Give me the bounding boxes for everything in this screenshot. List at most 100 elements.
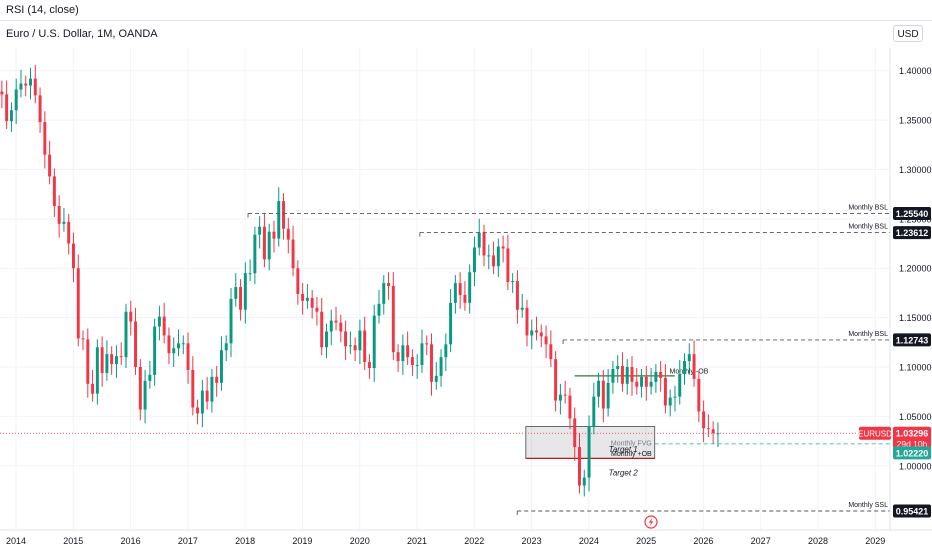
- liquidity-level-label: Monthly BSL: [848, 224, 888, 231]
- candle: [329, 309, 333, 346]
- y-tick-label: 1.05000: [899, 412, 932, 422]
- candle: [205, 376, 209, 410]
- candle-body: [181, 343, 185, 345]
- candle-body: [611, 368, 615, 383]
- candle-body: [5, 94, 9, 122]
- candle: [659, 361, 663, 392]
- candle: [162, 302, 166, 344]
- candle-body: [334, 320, 338, 323]
- candle: [630, 356, 634, 396]
- candle-body: [663, 377, 667, 406]
- candle-body: [558, 394, 562, 401]
- candle-body: [673, 396, 677, 398]
- candle: [186, 332, 190, 384]
- candle: [420, 329, 424, 373]
- target-price-tag-text: 1.02220: [896, 448, 929, 458]
- candle-body: [606, 382, 610, 409]
- candle: [229, 288, 233, 358]
- symbol-title[interactable]: Euro / U.S. Dollar, 1M, OANDA: [6, 28, 158, 40]
- candle: [305, 284, 309, 309]
- candle-body: [458, 283, 462, 295]
- candle-body: [358, 330, 362, 351]
- candle-body: [496, 246, 500, 267]
- target-label: Target 2: [609, 468, 639, 477]
- candle: [496, 238, 500, 278]
- x-tick-label: 2029: [865, 536, 885, 546]
- candle: [253, 226, 257, 285]
- candle-body: [549, 344, 553, 360]
- candle: [272, 220, 276, 253]
- candle-body: [52, 176, 56, 207]
- candle: [267, 223, 271, 271]
- lightning-icon[interactable]: [644, 515, 658, 529]
- candle-body: [391, 286, 395, 353]
- candle: [243, 262, 247, 324]
- candle: [573, 407, 577, 461]
- candle: [520, 293, 524, 318]
- x-tick-label: 2024: [579, 536, 599, 546]
- currency-button[interactable]: USD: [893, 25, 923, 42]
- candle: [262, 212, 266, 268]
- indicator-label[interactable]: RSI (14, close): [6, 4, 79, 16]
- candle: [196, 399, 200, 425]
- candle: [563, 380, 567, 404]
- target-price-tag: 1.02220: [893, 446, 931, 460]
- candle: [24, 75, 28, 97]
- candle: [406, 331, 410, 366]
- candle: [425, 335, 429, 356]
- candle-body: [305, 297, 309, 301]
- candle: [95, 339, 99, 405]
- candle: [320, 297, 324, 356]
- candle-body: [530, 330, 534, 336]
- candle: [391, 272, 395, 361]
- candle: [554, 351, 558, 412]
- candle-body: [224, 343, 228, 351]
- candle: [635, 368, 639, 395]
- candle-body: [711, 429, 715, 434]
- y-tick-label: 1.35000: [899, 116, 932, 126]
- candle: [716, 422, 720, 448]
- candle-body: [239, 287, 243, 310]
- candle: [14, 78, 18, 125]
- candle-body: [449, 302, 453, 345]
- candle: [620, 352, 624, 392]
- candle-body: [468, 272, 472, 303]
- candle-body: [157, 316, 161, 327]
- candle: [582, 469, 586, 497]
- candle: [434, 362, 438, 390]
- y-tick-label: 1.15000: [899, 313, 932, 323]
- candle-body: [262, 226, 266, 260]
- candle: [640, 368, 644, 398]
- candle: [468, 264, 472, 314]
- level-price-tag-bg: [893, 333, 931, 347]
- candle: [258, 215, 262, 249]
- level-price-tag-text: 1.12743: [896, 335, 929, 345]
- candle-body: [9, 110, 13, 122]
- candle-body: [29, 78, 32, 86]
- candle: [334, 306, 338, 331]
- candle: [415, 354, 419, 379]
- candle: [549, 330, 553, 368]
- candle-body: [515, 281, 519, 310]
- candle-body: [205, 390, 209, 402]
- candle: [224, 335, 228, 362]
- candle: [487, 244, 491, 270]
- tag-layer: 1.25540 1.23612 1.12743 0.95421 EURUSD 1.0329…: [858, 207, 931, 518]
- candle-body: [578, 447, 581, 486]
- y-tick-label: 1.20000: [899, 264, 932, 274]
- pane-divider[interactable]: [0, 20, 932, 21]
- candle-body: [24, 83, 28, 86]
- candle-body: [444, 344, 448, 358]
- candle-body: [100, 347, 104, 373]
- x-tick-label: 2014: [6, 536, 26, 546]
- candle-body: [563, 394, 567, 396]
- candle-body: [382, 283, 386, 304]
- candle: [114, 345, 118, 378]
- candle: [200, 379, 204, 428]
- candle: [124, 303, 128, 368]
- candle-body: [196, 407, 200, 414]
- candle-body: [511, 281, 515, 283]
- candle: [654, 364, 658, 393]
- level-layer: Monthly BSL Monthly BSL Monthly BSL Monthly…: [0, 205, 890, 516]
